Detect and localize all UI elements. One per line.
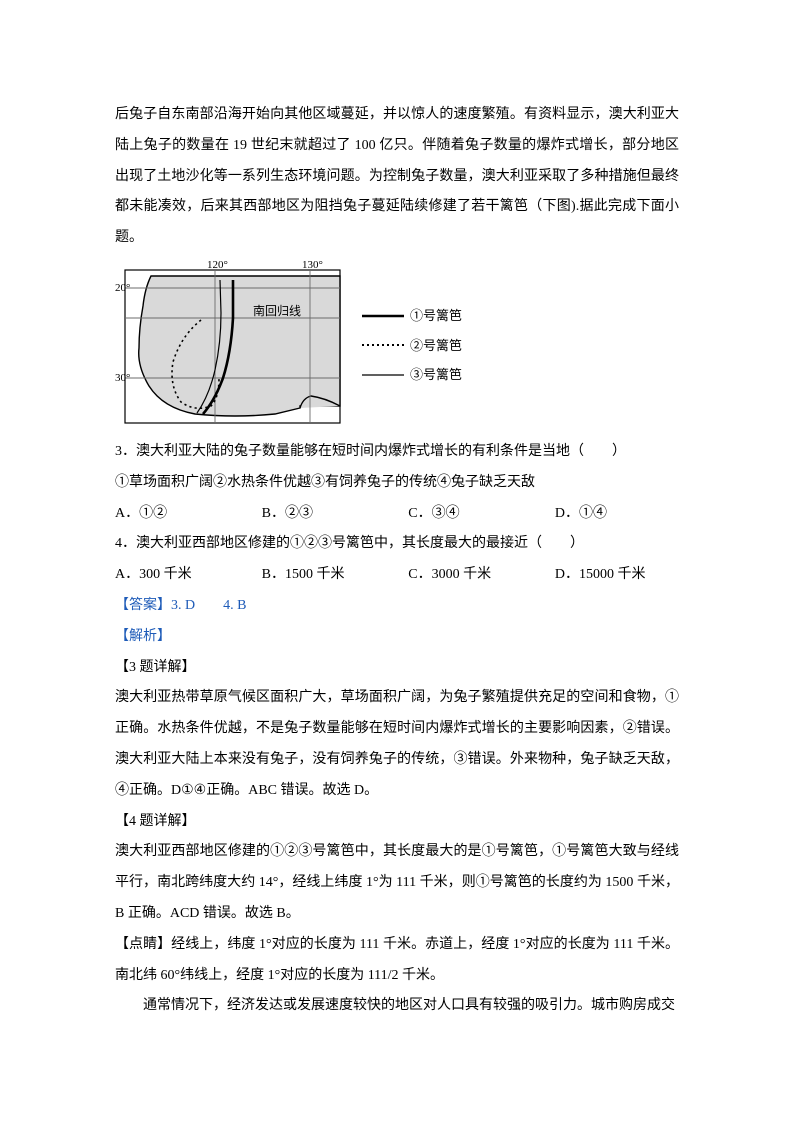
q3-opt-b: B．②③ <box>262 499 409 530</box>
legend-line-icon <box>362 341 404 349</box>
legend-item: ①号篱笆 <box>362 304 462 327</box>
intro-paragraph: 后兔子自东南部沿海开始向其他区域蔓延，并以惊人的速度繁殖。有资料显示，澳大利亚大… <box>115 100 679 254</box>
answer-line: 【答案】3. D 4. B <box>115 591 679 622</box>
q3-stem: 3．澳大利亚大陆的兔子数量能够在短时间内爆炸式增长的有利条件是当地（ ） <box>115 437 679 468</box>
q4-options: A．300 千米 B．1500 千米 C．3000 千米 D．15000 千米 <box>115 560 679 591</box>
legend-label: ②号篱笆 <box>410 334 462 357</box>
legend-item: ②号篱笆 <box>362 334 462 357</box>
q3-detail-body: 澳大利亚热带草原气候区面积广大，草场面积广阔，为兔子繁殖提供充足的空间和食物，①… <box>115 683 679 806</box>
legend-item: ③号篱笆 <box>362 363 462 386</box>
tropic-label: 南回归线 <box>253 303 301 318</box>
legend-line-icon <box>362 312 404 320</box>
q4-detail-body: 澳大利亚西部地区修建的①②③号篱笆中，其长度最大的是①号篱笆，①号篱笆大致与经线… <box>115 837 679 929</box>
q3-opt-d: D．①④ <box>555 499 679 530</box>
lon-120-label: 120° <box>207 259 228 271</box>
legend-label: ③号篱笆 <box>410 363 462 386</box>
q4-detail-head: 【4 题详解】 <box>115 807 679 838</box>
q3-opt-a: A．①② <box>115 499 262 530</box>
lon-130-label: 130° <box>302 259 323 271</box>
legend-label: ①号篱笆 <box>410 304 462 327</box>
figure-block: 120° 130° 20° 30° 南回归线 ①号篱笆 ②号篱笆 ③号篱笆 <box>115 258 679 433</box>
australia-west-map: 120° 130° 20° 30° 南回归线 <box>115 258 350 433</box>
q4-opt-a: A．300 千米 <box>115 560 262 591</box>
q4-opt-c: C．3000 千米 <box>408 560 555 591</box>
q3-detail-head: 【3 题详解】 <box>115 653 679 684</box>
lat-20-label: 20° <box>115 282 130 294</box>
q3-options: A．①② B．②③ C．③④ D．①④ <box>115 499 679 530</box>
lat-30-label: 30° <box>115 372 130 384</box>
q4-opt-b: B．1500 千米 <box>262 560 409 591</box>
footer-paragraph: 通常情况下，经济发达或发展速度较快的地区对人口具有较强的吸引力。城市购房成交 <box>115 991 679 1022</box>
explain-label: 【解析】 <box>115 622 679 653</box>
q4-stem: 4．澳大利亚西部地区修建的①②③号篱笆中，其长度最大的最接近（ ） <box>115 529 679 560</box>
q3-opt-c: C．③④ <box>408 499 555 530</box>
map-legend: ①号篱笆 ②号篱笆 ③号篱笆 <box>362 298 462 392</box>
legend-line-icon <box>362 371 404 379</box>
q3-conditions: ①草场面积广阔②水热条件优越③有饲养兔子的传统④兔子缺乏天敌 <box>115 468 679 499</box>
q4-opt-d: D．15000 千米 <box>555 560 679 591</box>
point-note: 【点睛】经线上，纬度 1°对应的长度为 111 千米。赤道上，经度 1°对应的长… <box>115 930 679 992</box>
